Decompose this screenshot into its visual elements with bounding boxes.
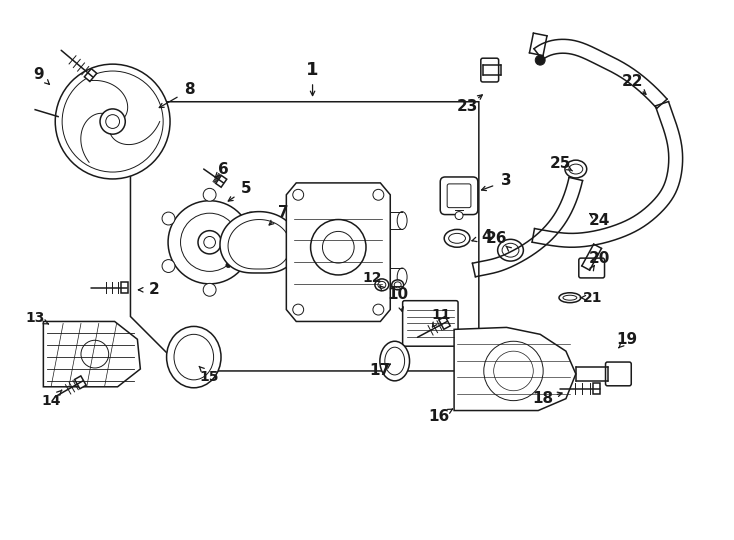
Text: 2: 2 <box>149 282 159 298</box>
Text: 9: 9 <box>33 66 44 82</box>
Polygon shape <box>220 212 298 273</box>
Polygon shape <box>75 376 86 389</box>
Circle shape <box>244 212 257 225</box>
Circle shape <box>484 341 543 401</box>
Text: 24: 24 <box>589 213 610 228</box>
Text: 25: 25 <box>549 156 570 171</box>
Circle shape <box>494 351 534 391</box>
FancyBboxPatch shape <box>579 258 605 278</box>
Ellipse shape <box>563 295 577 300</box>
Text: 6: 6 <box>218 161 229 177</box>
Ellipse shape <box>375 279 389 291</box>
Circle shape <box>226 262 230 268</box>
Polygon shape <box>439 316 450 329</box>
Ellipse shape <box>569 164 583 174</box>
Circle shape <box>373 304 384 315</box>
Ellipse shape <box>394 282 401 288</box>
Text: 7: 7 <box>277 205 288 220</box>
Ellipse shape <box>378 281 386 288</box>
Circle shape <box>535 55 545 65</box>
Text: 5: 5 <box>241 181 252 197</box>
Circle shape <box>244 260 257 273</box>
Polygon shape <box>84 69 97 82</box>
Circle shape <box>293 190 304 200</box>
Ellipse shape <box>174 334 214 380</box>
Ellipse shape <box>502 244 519 257</box>
Text: 11: 11 <box>432 308 451 321</box>
FancyBboxPatch shape <box>403 301 458 346</box>
Polygon shape <box>228 220 290 269</box>
Circle shape <box>322 232 354 263</box>
Polygon shape <box>593 383 600 394</box>
Ellipse shape <box>380 341 410 381</box>
Ellipse shape <box>397 268 407 286</box>
Text: 21: 21 <box>583 291 603 305</box>
Ellipse shape <box>385 347 404 375</box>
Ellipse shape <box>444 230 470 247</box>
Text: 14: 14 <box>42 394 61 408</box>
Circle shape <box>203 284 216 296</box>
Circle shape <box>198 231 221 254</box>
Circle shape <box>168 201 251 284</box>
Text: 16: 16 <box>429 409 450 424</box>
Polygon shape <box>43 321 140 387</box>
Circle shape <box>455 212 463 220</box>
Text: 8: 8 <box>184 83 195 97</box>
Text: 3: 3 <box>501 173 512 188</box>
Polygon shape <box>121 282 128 293</box>
Polygon shape <box>286 183 390 321</box>
Ellipse shape <box>397 212 407 230</box>
FancyBboxPatch shape <box>481 58 498 82</box>
Ellipse shape <box>498 239 523 261</box>
Text: 26: 26 <box>486 231 507 246</box>
Text: 20: 20 <box>589 251 610 266</box>
Text: 13: 13 <box>26 310 45 325</box>
Ellipse shape <box>167 326 221 388</box>
Polygon shape <box>454 327 576 410</box>
Text: 22: 22 <box>622 75 643 90</box>
Polygon shape <box>216 176 227 187</box>
Text: 18: 18 <box>533 391 553 406</box>
Ellipse shape <box>565 160 586 178</box>
Ellipse shape <box>559 293 581 302</box>
FancyBboxPatch shape <box>447 184 471 208</box>
Circle shape <box>203 188 216 201</box>
Circle shape <box>100 109 126 134</box>
Circle shape <box>310 220 366 275</box>
Circle shape <box>162 260 175 273</box>
Circle shape <box>162 212 175 225</box>
Text: 1: 1 <box>306 61 319 79</box>
Circle shape <box>293 304 304 315</box>
Ellipse shape <box>392 280 404 290</box>
Circle shape <box>181 213 239 272</box>
Circle shape <box>81 340 109 368</box>
Ellipse shape <box>448 233 465 244</box>
Circle shape <box>373 190 384 200</box>
Circle shape <box>204 237 216 248</box>
Text: 4: 4 <box>482 229 492 244</box>
Text: 19: 19 <box>617 332 638 347</box>
Text: 15: 15 <box>200 370 219 384</box>
Text: 17: 17 <box>369 363 390 379</box>
FancyBboxPatch shape <box>440 177 478 214</box>
Text: 23: 23 <box>457 99 478 114</box>
Circle shape <box>55 64 170 179</box>
FancyBboxPatch shape <box>606 362 631 386</box>
Text: 12: 12 <box>362 271 382 285</box>
Text: 10: 10 <box>387 287 408 302</box>
Circle shape <box>106 114 120 129</box>
